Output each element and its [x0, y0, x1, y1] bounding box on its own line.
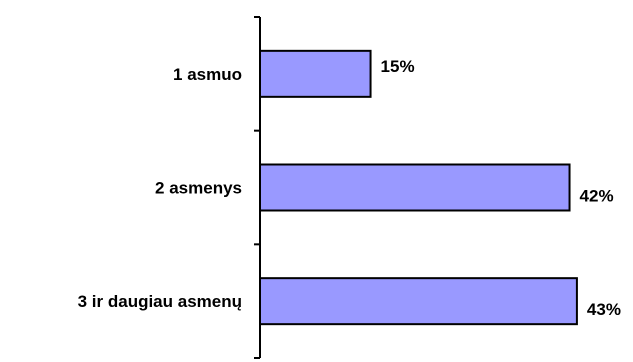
- labels-layer: 1 asmuo 15% 2 asmenys 42% 3 ir daugiau asmen…: [78, 57, 621, 319]
- data-label: 43%: [587, 300, 621, 319]
- data-label: 42%: [580, 187, 614, 206]
- bar: [259, 49, 372, 98]
- category-label: 2 asmenys: [155, 179, 242, 198]
- category-label: 3 ir daugiau asmenų: [78, 292, 242, 311]
- bars-layer: [259, 49, 578, 326]
- bar: [259, 277, 578, 326]
- bar: [259, 163, 571, 212]
- category-label: 1 asmuo: [173, 65, 242, 84]
- data-label: 15%: [381, 57, 415, 76]
